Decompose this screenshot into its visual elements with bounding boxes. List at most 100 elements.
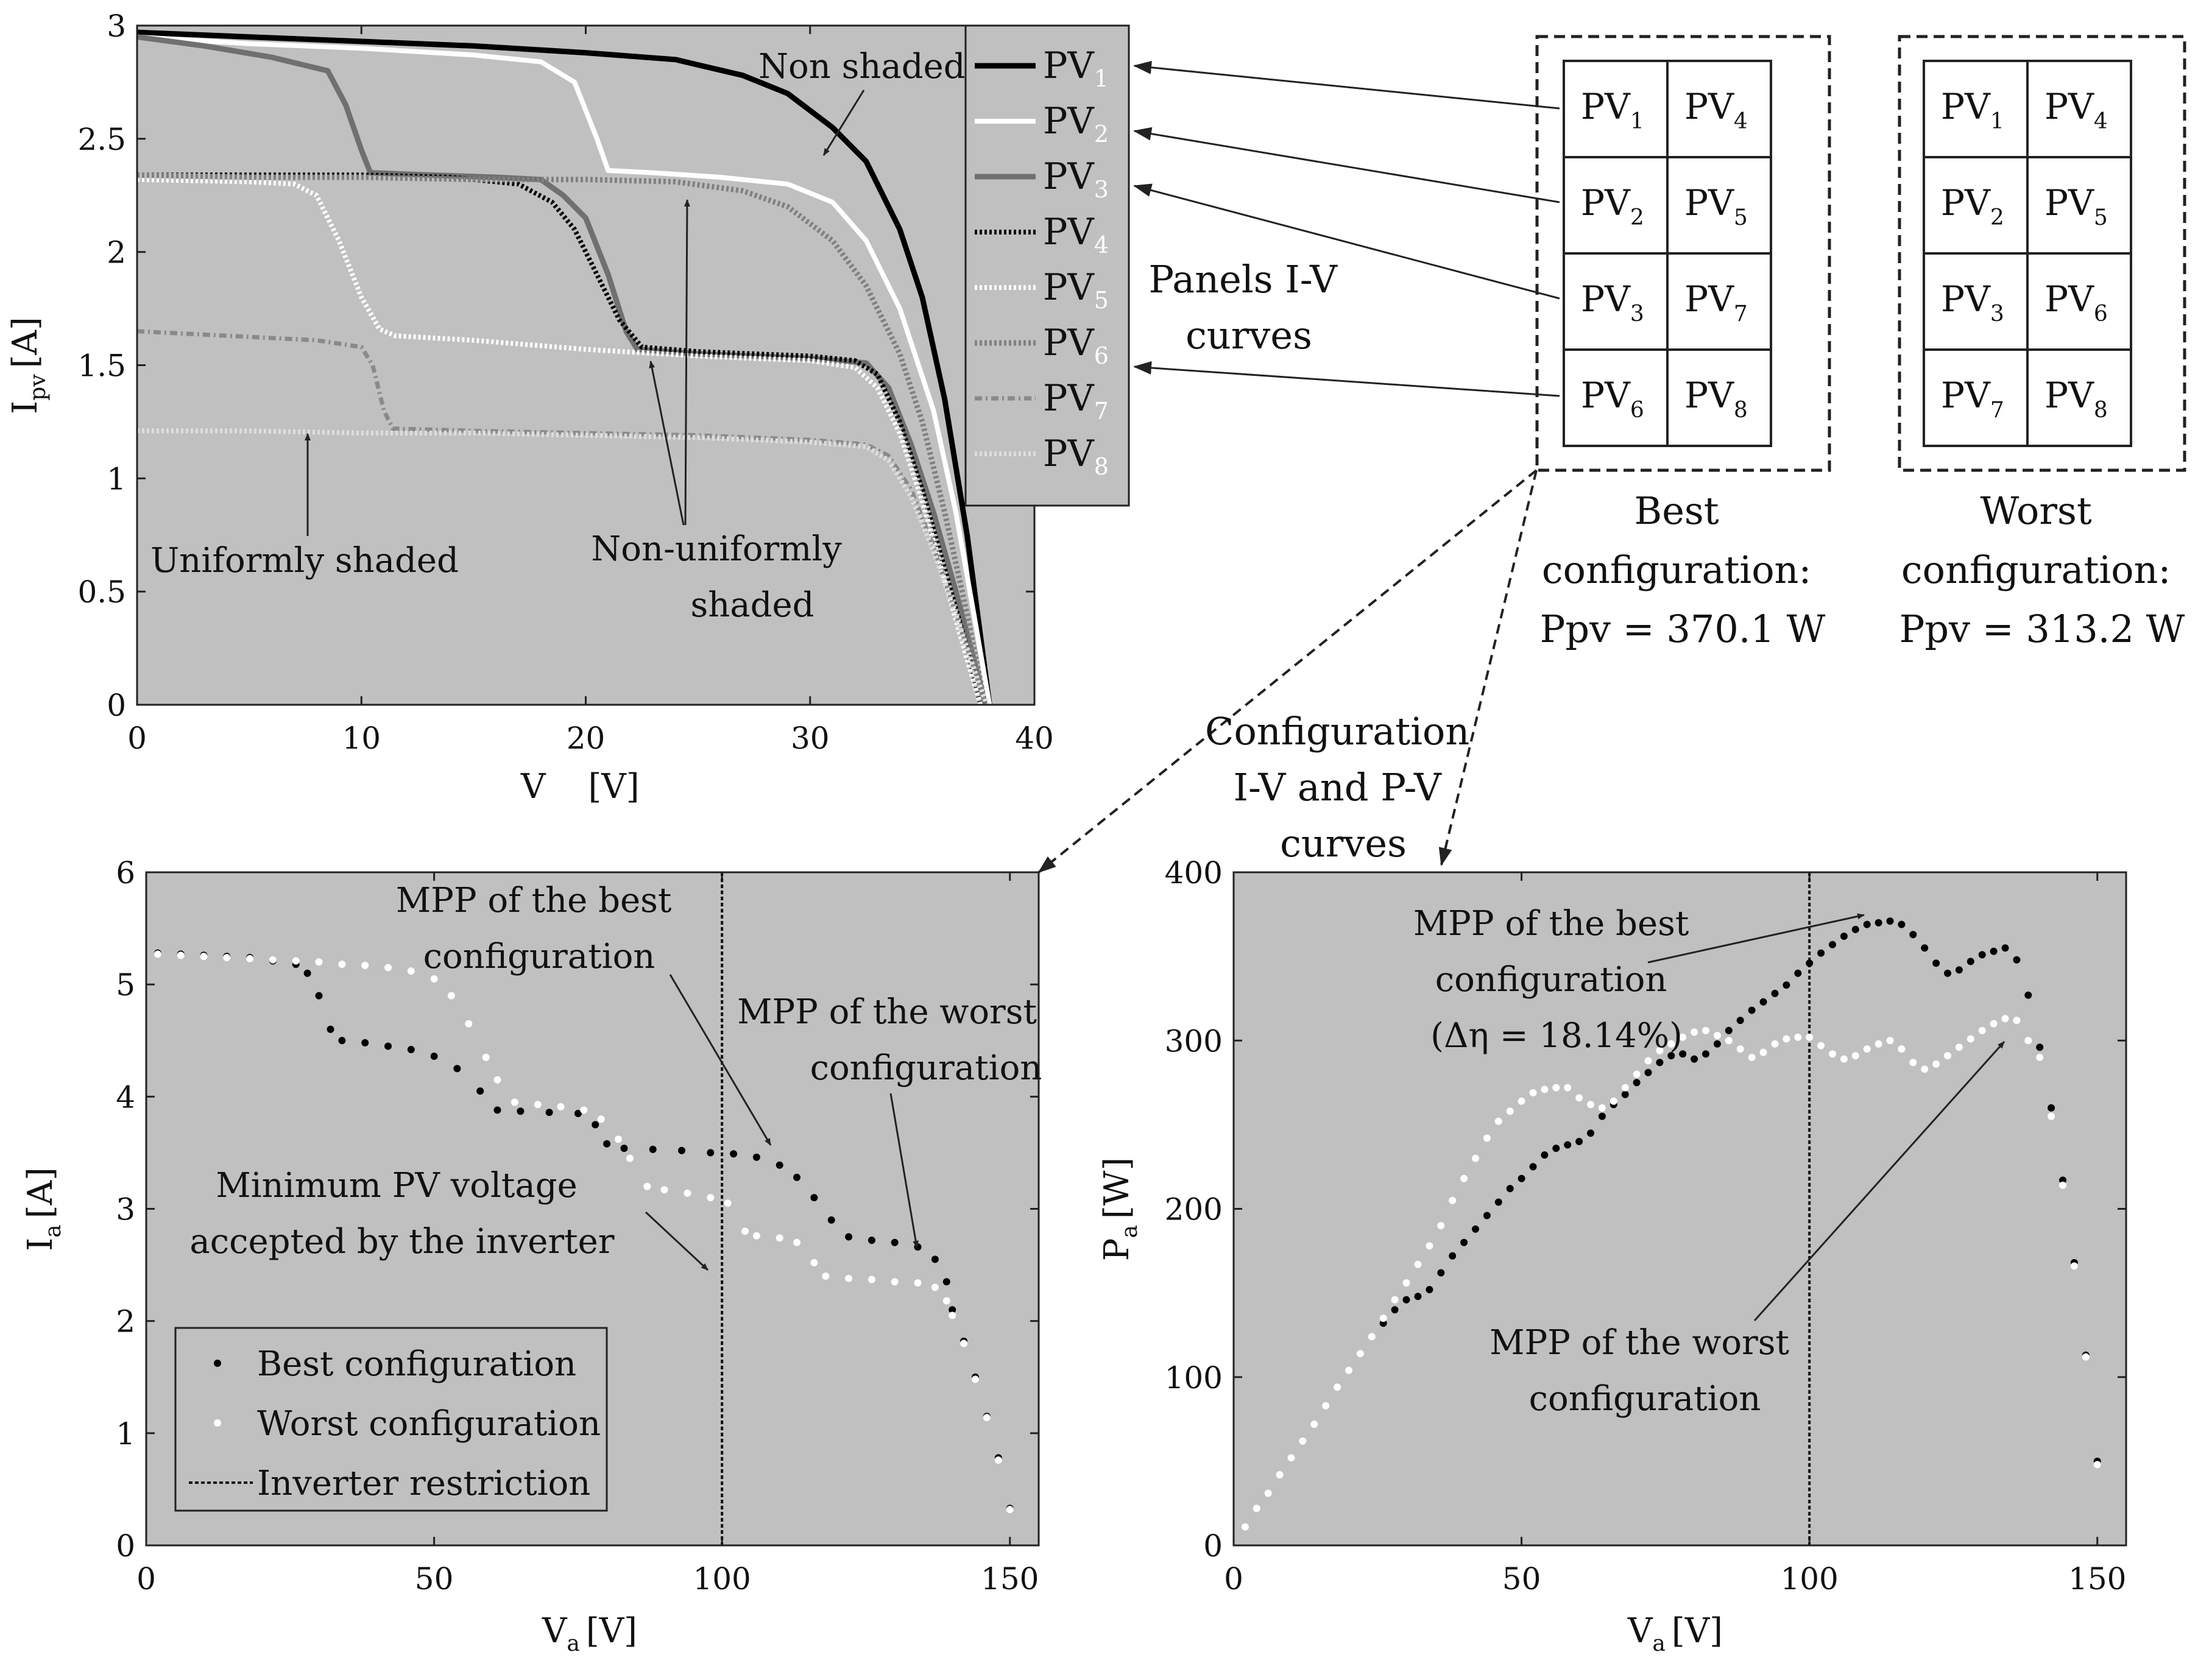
config-pv-ylabel: Pa[W] <box>1097 1157 1142 1261</box>
config-iv-point-best-configuration <box>752 1153 760 1161</box>
config-pv-xtick-label: 150 <box>2068 1561 2126 1597</box>
config-iv-point-best-configuration <box>649 1145 657 1153</box>
config-pv-point-best-configuration <box>1829 941 1836 948</box>
config-pv-point-worst-configuration <box>1322 1402 1330 1410</box>
config-pv-point-worst-configuration <box>1771 1040 1779 1048</box>
cell-subscript: 2 <box>1630 205 1644 230</box>
config-best-cell-label: PV2 <box>1581 182 1644 230</box>
config-pv-point-best-configuration <box>1552 1145 1560 1152</box>
config-iv-point-worst-configuration <box>1006 1506 1014 1514</box>
config-best-cell <box>1666 60 1772 158</box>
annot-line: MPP of the worst <box>737 992 1037 1032</box>
config-pv-point-best-configuration <box>1644 1068 1652 1076</box>
config-pv-point-worst-configuration <box>1978 1026 1986 1034</box>
config-iv-point-best-configuration <box>545 1109 553 1117</box>
config-iv-point-best-configuration <box>493 1106 501 1114</box>
config-iv-xtick-label: 0 <box>136 1561 156 1597</box>
cell-subscript: 7 <box>1734 302 1748 326</box>
config-iv-point-best-configuration <box>603 1140 611 1148</box>
config-iv-point-best-configuration <box>517 1107 525 1115</box>
config-pv-point-best-configuration <box>1794 969 1802 977</box>
annot-line: configuration <box>810 1048 1042 1088</box>
config-pv-point-worst-configuration <box>1748 1053 1756 1061</box>
config-iv-point-best-configuration <box>384 1042 392 1050</box>
config-worst-cell-label: PV3 <box>1941 278 2004 326</box>
config-best-caption: Best configuration: Ppv = 370.1 W <box>1540 489 1826 651</box>
config-pv-point-worst-configuration <box>1264 1489 1272 1497</box>
panels-iv-xtick-label: 0 <box>127 721 147 756</box>
config-iv-ylabel: Ia[A] <box>21 1167 66 1251</box>
config-pv-point-best-configuration <box>1736 1017 1744 1025</box>
config-worst-dashed-frame <box>1898 35 2186 472</box>
config-pv-point-best-configuration <box>1725 1026 1733 1034</box>
config-pv-point-best-configuration <box>1518 1174 1525 1182</box>
panels-iv-annotation-non-uniform: Non-uniformly shaded <box>591 529 852 625</box>
annot-line: accepted by the inverter <box>189 1222 614 1262</box>
note-line: I-V and P-V <box>1234 765 1442 810</box>
annot-line: Minimum PV voltage <box>216 1166 577 1205</box>
config-iv-point-worst-configuration <box>994 1456 1002 1464</box>
legend-subscript: 6 <box>1094 342 1109 369</box>
config-iv-point-worst-configuration <box>615 1135 622 1143</box>
config-iv-chart: 0 50 100 150 0 1 2 3 4 5 6 Va [V] Ia[A] MPP of the … <box>21 855 1042 1656</box>
config-pv-point-worst-configuration <box>1437 1222 1445 1230</box>
config-iv-point-worst-configuration <box>776 1234 783 1242</box>
cell-subscript: 3 <box>1990 302 2004 326</box>
config-pv-point-best-configuration <box>1748 1006 1756 1014</box>
config-pv-point-best-configuration <box>1460 1238 1468 1246</box>
panels-iv-xtick-label: 40 <box>1015 721 1054 756</box>
caption-line: Ppv = 370.1 W <box>1540 607 1826 651</box>
config-pv-point-worst-configuration <box>2093 1461 2101 1469</box>
config-pv-point-best-configuration <box>1379 1319 1387 1327</box>
panels-iv-ytick-label: 2 <box>107 235 126 270</box>
config-pv-point-best-configuration <box>1391 1306 1399 1314</box>
config-iv-ticks: 0 50 100 150 0 1 2 3 4 5 6 <box>116 855 1039 1597</box>
config-iv-xtick-label: 150 <box>981 1561 1039 1597</box>
config-iv-point-worst-configuration <box>580 1106 588 1114</box>
config-iv-point-worst-configuration <box>793 1238 800 1246</box>
panels-iv-series-pv1 <box>136 29 992 705</box>
config-iv-xlabel: Va [V] <box>542 1611 637 1656</box>
config-pv-point-worst-configuration <box>1368 1333 1376 1341</box>
config-iv-legend-box <box>174 1327 608 1512</box>
config-pv-arrow-worst <box>1753 1040 2005 1322</box>
config-pv-point-worst-configuration <box>1691 1028 1698 1036</box>
config-iv-point-worst-configuration <box>684 1189 691 1197</box>
config-iv-point-worst-configuration <box>200 953 208 961</box>
arrow-cfg-pv6 <box>1133 361 1560 397</box>
config-best-dashed-frame <box>1535 35 1831 472</box>
cell-subscript: 6 <box>1630 398 1644 423</box>
config-pv-point-worst-configuration <box>1817 1042 1825 1050</box>
legend-marker-best <box>214 1360 221 1367</box>
arrow-cfg-pv1 <box>1133 60 1560 110</box>
panels-iv-ytick-label: 0.5 <box>77 574 126 610</box>
config-best-cell <box>1666 156 1772 255</box>
config-pv-point-best-configuration <box>1851 925 1859 933</box>
caption-line: Best <box>1634 489 1719 533</box>
legend-subscript: 4 <box>1094 231 1109 258</box>
config-worst-cell <box>2026 156 2132 255</box>
config-pv-point-best-configuration <box>2048 1104 2055 1112</box>
config-pv-point-best-configuration <box>1426 1286 1433 1294</box>
caption-line: configuration: <box>1542 548 1811 592</box>
panels-iv-series-pv5 <box>136 177 983 706</box>
config-pv-point-worst-configuration <box>1829 1050 1836 1058</box>
panels-iv-xlabel: V [V] <box>520 767 640 806</box>
config-pv-ytick-label: 100 <box>1165 1360 1223 1396</box>
config-pv-point-best-configuration <box>1898 920 1906 928</box>
config-pv-point-best-configuration <box>1806 959 1814 967</box>
config-best-cell <box>1666 252 1772 351</box>
config-pv-xtick-label: 100 <box>1780 1561 1838 1597</box>
config-pv-point-worst-configuration <box>1299 1437 1307 1445</box>
panels-iv-ytick-label: 1.5 <box>77 348 126 384</box>
config-pv-point-worst-configuration <box>2048 1112 2055 1120</box>
config-iv-point-worst-configuration <box>482 1053 490 1061</box>
config-pv-point-best-configuration <box>1875 919 1882 926</box>
config-pv-point-worst-configuration <box>1909 1059 1917 1067</box>
config-pv-point-worst-configuration <box>1875 1040 1882 1048</box>
panels-iv-xtick-label: 30 <box>791 721 830 756</box>
panels-iv-series-pv3 <box>136 34 988 706</box>
